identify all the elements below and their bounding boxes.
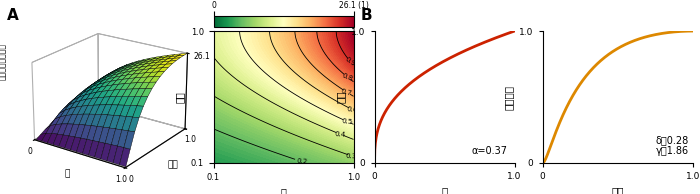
Text: 0.7: 0.7 (341, 88, 353, 96)
X-axis label: 量: 量 (281, 187, 286, 194)
Text: δ＝0.28
γ＝1.86: δ＝0.28 γ＝1.86 (655, 135, 689, 156)
X-axis label: 量: 量 (442, 187, 447, 194)
Text: 0.8: 0.8 (341, 72, 354, 82)
Text: 0.6: 0.6 (346, 106, 358, 113)
Y-axis label: 確率荷重: 確率荷重 (503, 85, 514, 109)
Text: 0.3: 0.3 (346, 153, 357, 159)
Text: α=0.37: α=0.37 (472, 146, 507, 156)
Y-axis label: 効用: 効用 (335, 91, 346, 103)
X-axis label: 量: 量 (64, 169, 69, 178)
Text: 0.2: 0.2 (297, 158, 308, 165)
X-axis label: 確率: 確率 (612, 187, 624, 194)
Text: A: A (7, 8, 19, 23)
Text: B: B (360, 8, 372, 23)
Y-axis label: 確率: 確率 (175, 91, 185, 103)
Y-axis label: 確率: 確率 (167, 161, 178, 170)
Text: 0.9: 0.9 (344, 56, 357, 67)
Text: 0.5: 0.5 (341, 118, 353, 125)
Text: 回収量（主観的）: 回収量（主観的） (0, 43, 7, 80)
Text: 0.4: 0.4 (335, 131, 346, 138)
